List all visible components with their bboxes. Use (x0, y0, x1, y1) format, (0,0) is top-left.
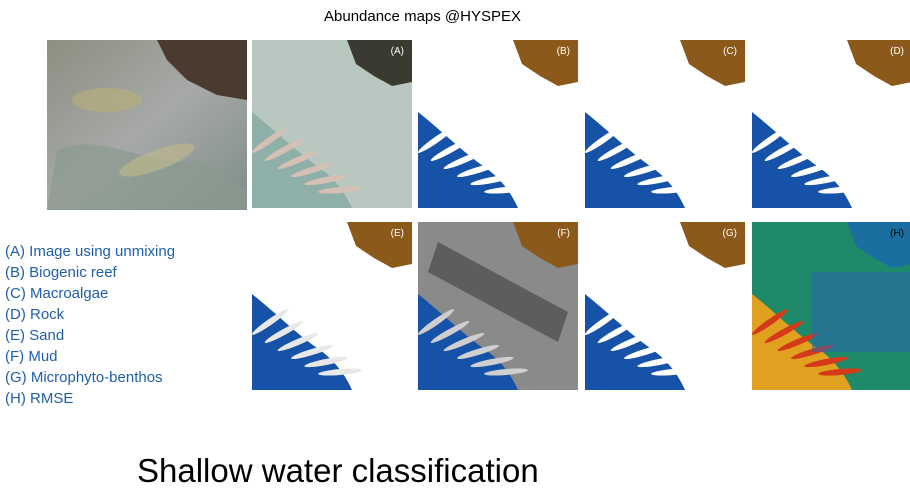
legend-item: (G) Microphyto-benthos (5, 367, 175, 388)
image (47, 40, 247, 210)
map: (F) (418, 222, 578, 390)
map: (G) (585, 222, 745, 390)
panel-label: (E) (391, 228, 404, 239)
map-panel: (F) (418, 222, 578, 390)
legend-item: (B) Biogenic reef (5, 262, 175, 283)
slide: {"title": "Abundance maps @HYSPEX", "pan… (0, 0, 910, 493)
panel-label: (F) (557, 228, 570, 239)
map: (C) (585, 40, 745, 208)
legend: (A) Image using unmixing(B) Biogenic ree… (5, 241, 175, 409)
map-panel: (D) (752, 40, 910, 208)
source-image (47, 40, 247, 210)
map: (D) (752, 40, 910, 208)
legend-item: (E) Sand (5, 325, 175, 346)
map-panel: (E) (252, 222, 412, 390)
legend-item: (D) Rock (5, 304, 175, 325)
texture (812, 272, 910, 352)
map-panel: (C) (585, 40, 745, 208)
map-panel: (B) (418, 40, 578, 208)
map: (A) (252, 40, 412, 208)
footer-title: Shallow water classification (137, 452, 539, 490)
panel-label: (A) (391, 46, 404, 57)
panel-label: (G) (723, 228, 737, 239)
legend-item: (H) RMSE (5, 388, 175, 409)
map: (H) (752, 222, 910, 390)
legend-item: (A) Image using unmixing (5, 241, 175, 262)
map-panel: (H) (752, 222, 910, 390)
legend-item: (C) Macroalgae (5, 283, 175, 304)
legend-item: (F) Mud (5, 346, 175, 367)
panel-label: (H) (890, 228, 904, 239)
panel-label: (D) (890, 46, 904, 57)
map: (E) (252, 222, 412, 390)
panel-label: (C) (723, 46, 737, 57)
map-panel: (A) (252, 40, 412, 208)
map: (B) (418, 40, 578, 208)
slide-title: Abundance maps @HYSPEX (0, 8, 845, 25)
panel-label: (B) (557, 46, 570, 57)
map-panel: (G) (585, 222, 745, 390)
